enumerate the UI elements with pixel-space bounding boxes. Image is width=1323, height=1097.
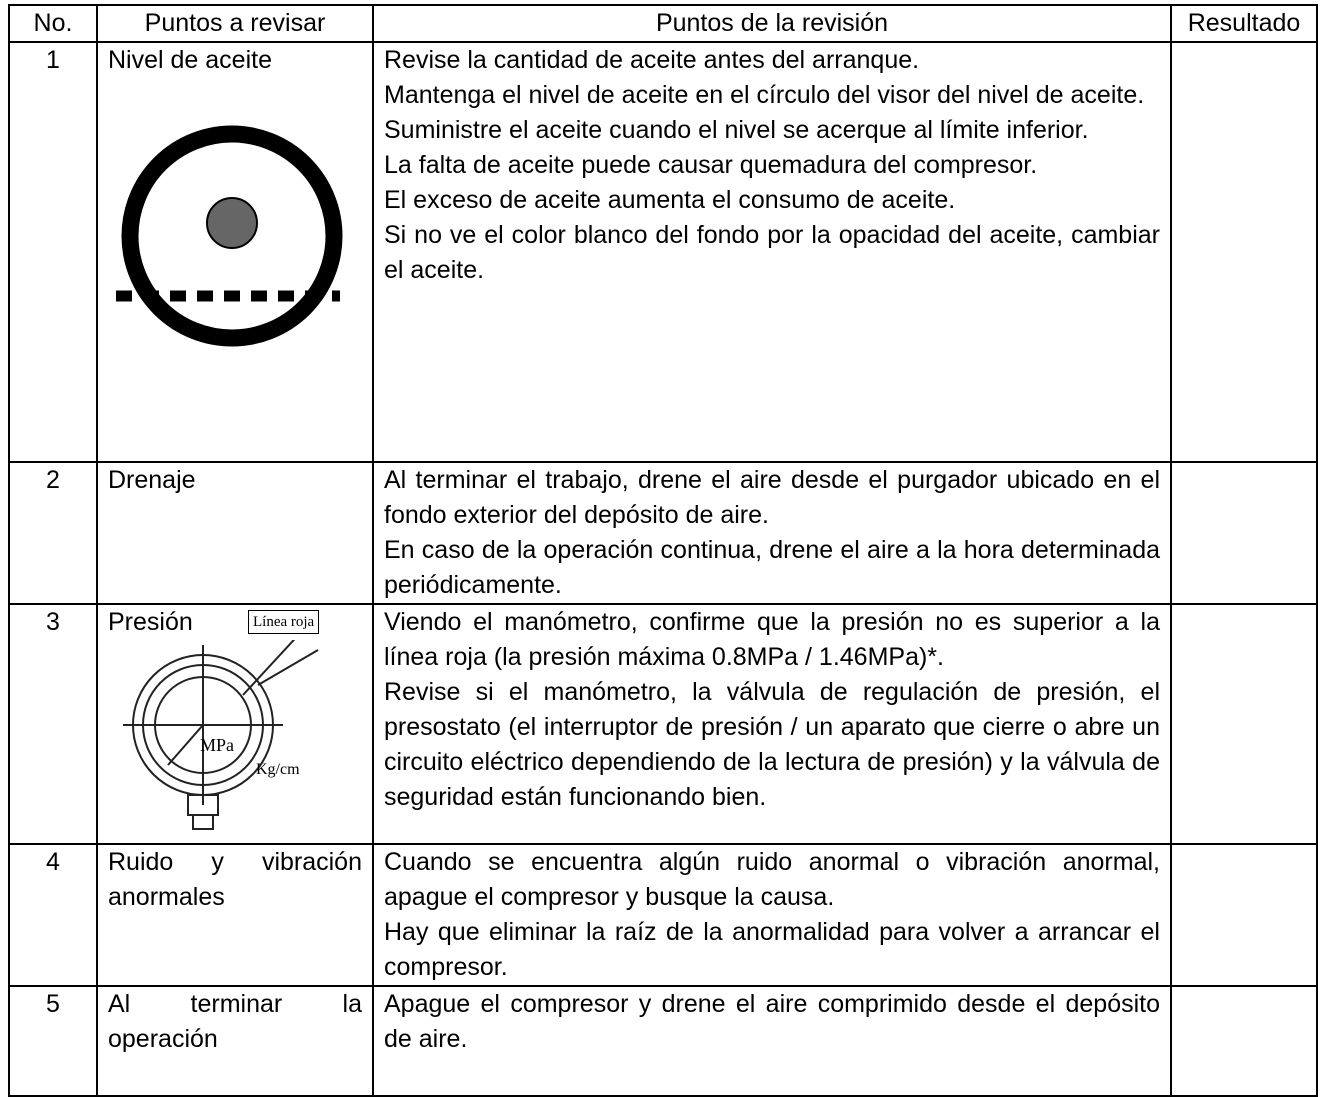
check-item: Ruido y vibración anormales — [96, 843, 374, 987]
manometer — [123, 640, 319, 830]
check-item: Al terminar la operación — [96, 985, 374, 1097]
header-cell: No. — [8, 4, 98, 43]
item-label: Nivel de aceite — [108, 46, 272, 74]
table-row: 4 Ruido y vibración anormales Cuando se en… — [8, 843, 1318, 987]
detail-paragraph: En caso de la operación continua, drene … — [384, 536, 1160, 599]
oil-gauge-figure — [108, 78, 362, 368]
check-item: Drenaje — [96, 461, 374, 605]
result-cell — [1170, 603, 1318, 845]
detail-paragraph: Mantenga el nivel de aceite en el círcul… — [384, 81, 1145, 109]
check-details: Cuando se encuentra algún ruido anormal … — [372, 843, 1172, 987]
figure-label: Kg/cm — [256, 761, 300, 778]
check-details: Apague el compresor y drene el aire comp… — [372, 985, 1172, 1097]
detail-paragraph: El exceso de aceite aumenta el consumo d… — [384, 186, 956, 214]
item-label: Al terminar la operación — [108, 990, 362, 1053]
item-label: Ruido y vibración anormales — [108, 848, 362, 911]
figure-label: MPa — [200, 735, 235, 755]
detail-paragraph: Hay que eliminar la raíz de la anormalid… — [384, 918, 1160, 981]
check-item: Presión Línea roja MPa Kg/cm — [96, 603, 374, 845]
detail-paragraph: Viendo el manómetro, confirme que la pre… — [384, 608, 1160, 671]
header-row: No. Puntos a revisar Puntos de la revisión… — [8, 4, 1318, 43]
header-cell: Resultado — [1170, 4, 1318, 43]
detail-paragraph: Suministre el aceite cuando el nivel se … — [384, 116, 1089, 144]
result-cell — [1170, 985, 1318, 1097]
check-table: No. Puntos a revisar Puntos de la revisión… — [8, 4, 1318, 1097]
check-details: Revise la cantidad de aceite antes del a… — [372, 41, 1172, 463]
figure-label: Línea roja — [248, 610, 320, 634]
check-details: Al terminar el trabajo, drene el aire de… — [372, 461, 1172, 605]
row-number: 4 — [8, 843, 98, 987]
result-cell — [1170, 41, 1318, 463]
header-cell: Puntos a revisar — [96, 4, 374, 43]
row-number: 2 — [8, 461, 98, 605]
header-cell: Puntos de la revisión — [372, 4, 1172, 43]
table-row: 5 Al terminar la operación Apague el compr… — [8, 985, 1318, 1097]
check-details: Viendo el manómetro, confirme que la pre… — [372, 603, 1172, 845]
detail-paragraph: Revise la cantidad de aceite antes del a… — [384, 46, 920, 74]
table-row: 2 Drenaje Al terminar el trabajo, drene el… — [8, 461, 1318, 605]
detail-paragraph: Revise si el manómetro, la válvula de re… — [384, 678, 1160, 811]
detail-paragraph: Apague el compresor y drene el aire comp… — [384, 990, 1160, 1053]
oil-gauge — [116, 125, 343, 347]
detail-paragraph: Si no ve el color blanco del fondo por l… — [384, 221, 1160, 284]
check-item: Nivel de aceite — [96, 41, 374, 463]
table-row: 3 Presión Línea roja MPa Kg/cm Viendo el manó… — [8, 603, 1318, 845]
item-label: Drenaje — [108, 466, 196, 494]
table-row: 1 Nivel de aceite Revise la cantidad de ac… — [8, 41, 1318, 463]
row-number: 5 — [8, 985, 98, 1097]
result-cell — [1170, 461, 1318, 605]
manometer-figure: Línea roja MPa Kg/cm — [108, 610, 362, 830]
row-number: 3 — [8, 603, 98, 845]
detail-paragraph: La falta de aceite puede causar quemadur… — [384, 151, 1038, 179]
item-label: Presión — [108, 608, 193, 636]
detail-paragraph: Cuando se encuentra algún ruido anormal … — [384, 848, 1160, 911]
row-number: 1 — [8, 41, 98, 463]
result-cell — [1170, 843, 1318, 987]
detail-paragraph: Al terminar el trabajo, drene el aire de… — [384, 466, 1160, 529]
